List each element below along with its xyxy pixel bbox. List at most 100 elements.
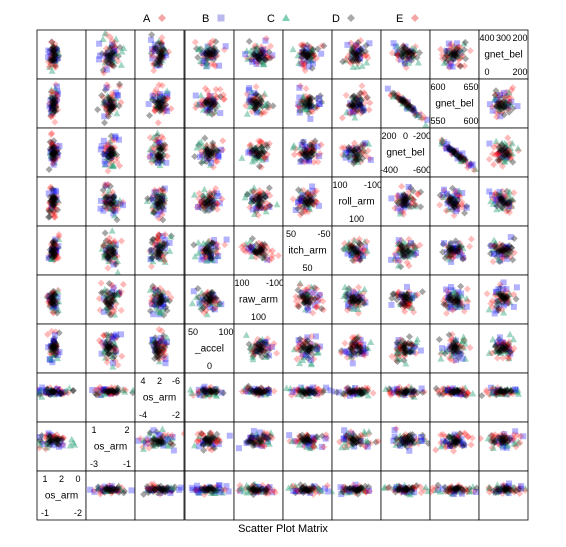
- data-point: [97, 289, 105, 297]
- data-point: [105, 245, 113, 253]
- data-point: [452, 151, 460, 159]
- data-point: [350, 297, 358, 305]
- data-point: [297, 59, 305, 67]
- data-point: [48, 193, 56, 201]
- data-point: [49, 198, 57, 206]
- data-point: [103, 48, 111, 55]
- data-point: [112, 35, 120, 42]
- data-point: [348, 102, 356, 110]
- data-point: [250, 184, 258, 191]
- data-point: [302, 52, 310, 60]
- data-point: [53, 45, 61, 53]
- data-point: [305, 349, 313, 357]
- data-point: [149, 235, 157, 243]
- panel-frame: [380, 274, 431, 325]
- data-point: [256, 190, 264, 198]
- data-point: [348, 341, 356, 349]
- data-point: [401, 340, 409, 348]
- data-point: [304, 201, 312, 208]
- data-point: [503, 92, 511, 100]
- data-point: [448, 50, 456, 58]
- data-point: [210, 101, 218, 109]
- data-point: [156, 208, 163, 215]
- point-cloud: [238, 137, 273, 171]
- data-point: [352, 49, 359, 56]
- data-point: [154, 211, 161, 218]
- data-point: [103, 196, 110, 203]
- data-point: [115, 136, 122, 143]
- data-point: [104, 344, 112, 352]
- data-point: [252, 101, 260, 109]
- data-point: [49, 287, 57, 295]
- data-point: [102, 342, 110, 350]
- data-point: [247, 96, 255, 104]
- data-point: [349, 299, 356, 306]
- data-point: [50, 339, 57, 346]
- panel-frame: [233, 274, 284, 325]
- data-point: [157, 156, 165, 164]
- data-point: [152, 350, 160, 358]
- data-point: [207, 106, 214, 113]
- data-point: [443, 145, 450, 152]
- data-point: [492, 102, 500, 110]
- data-point: [443, 309, 451, 317]
- data-point: [252, 52, 260, 60]
- data-point: [153, 347, 161, 355]
- data-point: [507, 350, 514, 357]
- data-point: [346, 241, 354, 249]
- data-point: [254, 52, 262, 60]
- data-point: [502, 295, 510, 303]
- data-point: [213, 52, 221, 60]
- data-point: [300, 186, 308, 194]
- data-point: [196, 100, 204, 108]
- data-point: [393, 354, 401, 361]
- data-point: [501, 93, 509, 101]
- data-point: [303, 147, 310, 154]
- data-point: [37, 388, 38, 391]
- data-point: [406, 194, 414, 201]
- data-point: [260, 154, 268, 162]
- data-point: [44, 388, 52, 396]
- data-point: [52, 345, 60, 353]
- data-point: [157, 43, 165, 50]
- data-point: [207, 151, 215, 159]
- data-point: [499, 147, 507, 155]
- data-point: [103, 247, 111, 255]
- data-point: [109, 335, 116, 342]
- data-point: [302, 295, 310, 303]
- data-point: [266, 204, 273, 211]
- data-point: [450, 297, 458, 305]
- data-point: [104, 54, 112, 62]
- data-point: [253, 42, 261, 49]
- data-point: [350, 92, 358, 100]
- data-point: [206, 41, 214, 49]
- data-point: [249, 157, 257, 165]
- panel-r7-c9: [429, 323, 480, 374]
- data-point: [47, 46, 55, 54]
- data-point: [154, 138, 162, 146]
- data-point: [50, 346, 58, 354]
- data-point: [160, 300, 167, 307]
- data-point: [409, 250, 417, 257]
- data-point: [422, 121, 430, 128]
- data-point: [250, 45, 258, 53]
- data-point: [255, 248, 263, 256]
- data-point: [467, 159, 475, 166]
- data-point: [353, 49, 361, 57]
- data-point: [489, 150, 497, 158]
- data-point: [54, 106, 62, 114]
- data-point: [51, 210, 59, 218]
- data-point: [393, 49, 401, 57]
- data-point: [446, 52, 454, 60]
- data-point: [105, 309, 113, 317]
- data-point: [152, 44, 160, 52]
- data-point: [160, 189, 168, 197]
- point-cloud: [191, 134, 227, 171]
- data-point: [393, 347, 401, 355]
- data-point: [50, 309, 58, 317]
- data-point: [163, 240, 171, 248]
- data-point: [155, 325, 163, 333]
- data-point: [48, 348, 56, 356]
- data-point: [500, 344, 508, 352]
- data-point: [303, 144, 310, 151]
